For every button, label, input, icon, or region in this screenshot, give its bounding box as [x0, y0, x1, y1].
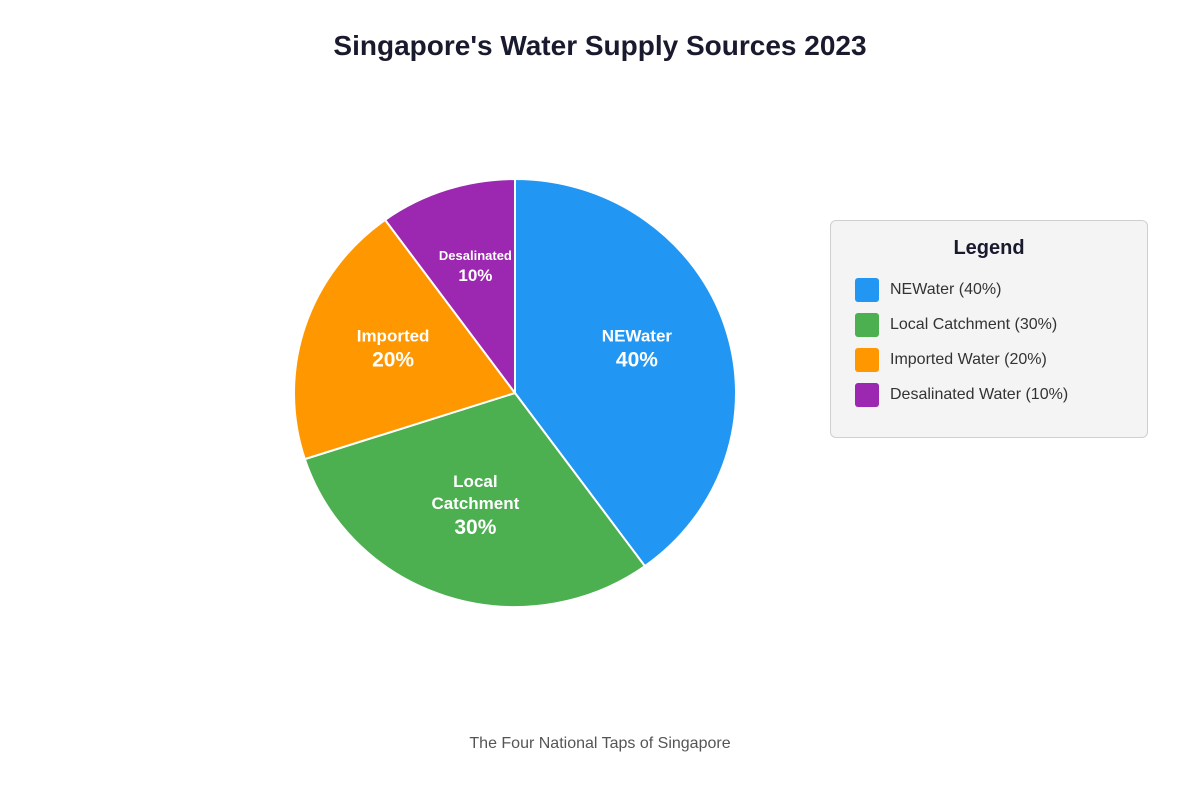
- pie-slice-imported-water: [293, 218, 517, 461]
- slice-label-name: Local: [453, 472, 497, 491]
- pie-slice-desalinated-water: [383, 177, 516, 396]
- legend-item-newater: NEWater (40%): [831, 272, 1147, 307]
- legend-swatch-local-catchment: [855, 312, 879, 337]
- slice-label-newater: NEWater 40%: [602, 327, 673, 372]
- legend-title: Legend: [953, 237, 1025, 259]
- slice-label-imported-water: Imported 20%: [357, 327, 430, 372]
- pie-slice-local-catchment: [303, 391, 647, 608]
- slice-label-name: Desalinated: [439, 248, 512, 263]
- chart-title: Singapore's Water Supply Sources 2023: [333, 30, 867, 61]
- slice-label-percent: 30%: [454, 516, 496, 539]
- legend-label-newater: NEWater (40%): [890, 280, 1002, 298]
- slice-label-percent: 20%: [372, 349, 414, 372]
- legend-swatch-imported-water: [855, 347, 879, 372]
- legend: Legend NEWater (40%) Local Catchment (30…: [830, 220, 1148, 438]
- slice-label-percent: 40%: [616, 349, 658, 372]
- slice-label-percent: 10%: [458, 266, 492, 285]
- pie-slice-newater: [514, 177, 737, 568]
- slice-label-name: NEWater: [602, 327, 673, 346]
- legend-item-imported-water: Imported Water (20%): [831, 342, 1147, 377]
- legend-swatch-desalinated-water: [855, 382, 879, 407]
- legend-swatch-newater: [855, 277, 879, 302]
- legend-item-desalinated-water: Desalinated Water (10%): [831, 377, 1147, 412]
- chart-caption: The Four National Taps of Singapore: [469, 735, 731, 752]
- legend-label-imported-water: Imported Water (20%): [890, 350, 1047, 368]
- slice-label-name: Catchment: [431, 494, 519, 513]
- legend-item-local-catchment: Local Catchment (30%): [831, 307, 1147, 342]
- slice-label-name: Imported: [357, 327, 430, 346]
- slice-label-desalinated-water: Desalinated 10%: [439, 248, 512, 285]
- legend-label-local-catchment: Local Catchment (30%): [890, 315, 1058, 333]
- legend-label-desalinated-water: Desalinated Water (10%): [890, 385, 1069, 403]
- slice-label-local-catchment: Local Catchment 30%: [431, 472, 519, 539]
